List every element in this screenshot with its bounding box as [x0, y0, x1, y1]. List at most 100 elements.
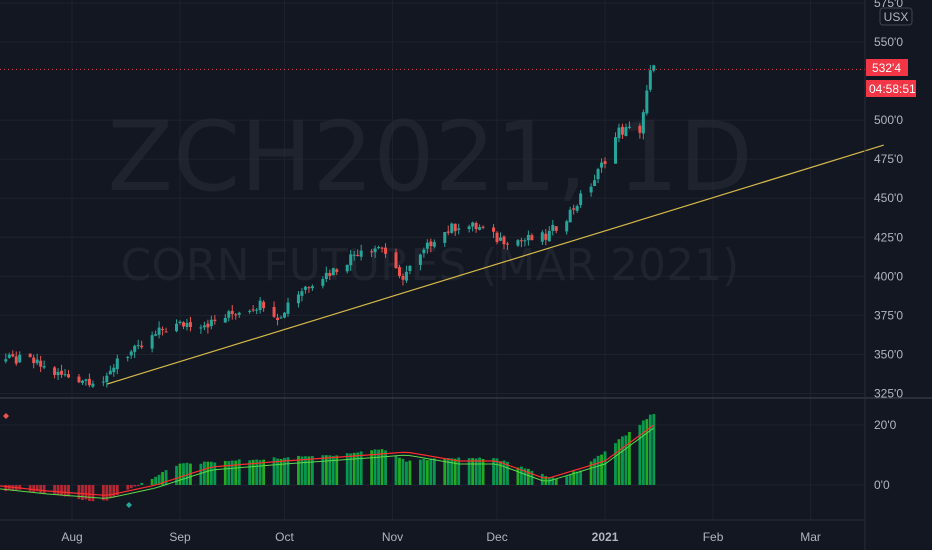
histogram-bar	[328, 455, 332, 485]
candles-layer	[4, 64, 656, 388]
candle-body	[648, 70, 652, 90]
price-axis[interactable]: 575'0 550'0 500'0 475'0 450'0 425'0 400'0 375'0…	[874, 0, 903, 401]
macd-line	[0, 427, 655, 499]
histogram-bar	[234, 460, 238, 485]
histogram-bar	[105, 485, 109, 501]
histogram-bar	[398, 457, 401, 485]
trendline-layer[interactable]	[106, 144, 884, 385]
candle-body	[505, 243, 509, 245]
candle-body	[579, 193, 583, 206]
candle-body	[547, 230, 551, 242]
currency-unit-label: USX	[884, 10, 909, 24]
histogram-bar	[206, 461, 210, 485]
indicator-tick-label: 0'0	[874, 478, 890, 492]
candle-body	[209, 319, 213, 327]
histogram-bar	[453, 458, 457, 485]
trendline[interactable]	[106, 144, 884, 385]
histogram-bar	[60, 485, 63, 496]
price-tick-label: 325'0	[874, 387, 903, 401]
candle-body	[356, 254, 360, 256]
histogram-bar	[321, 455, 325, 485]
candle-body	[237, 312, 241, 315]
candle-body	[87, 378, 91, 386]
time-axis[interactable]: Aug Sep Oct Nov Dec 2021 Feb Mar	[61, 530, 821, 544]
candle-body	[380, 247, 384, 249]
candle-body	[593, 180, 597, 187]
candle-body	[11, 354, 15, 357]
candle-body	[157, 327, 161, 335]
price-tick-label: 450'0	[874, 191, 903, 205]
price-tick-label: 400'0	[874, 269, 903, 283]
histogram-bar	[474, 458, 478, 485]
currency-unit-badge[interactable]: USX	[879, 7, 913, 26]
histogram-bar	[251, 459, 255, 485]
candle-body	[474, 223, 478, 230]
histogram-bar	[248, 460, 252, 485]
histogram-bar	[283, 457, 286, 485]
candle-body	[589, 186, 593, 193]
last-price-box	[866, 59, 908, 76]
histogram-bar	[380, 449, 384, 485]
histogram-bar	[624, 435, 628, 485]
candle-body	[397, 267, 401, 277]
candle-body	[67, 374, 71, 378]
candle-body	[126, 356, 130, 358]
candle-body	[32, 357, 36, 364]
histogram-bar	[202, 461, 206, 485]
candle-body	[526, 234, 530, 241]
histogram-bar	[324, 455, 328, 485]
candle-body	[115, 358, 119, 370]
histogram-bar	[467, 458, 471, 485]
histogram-bar	[394, 456, 398, 485]
histogram-bar	[42, 485, 46, 494]
candle-body	[373, 248, 377, 253]
histogram-bar	[520, 466, 523, 485]
candle-body	[161, 328, 165, 330]
candle-body	[303, 286, 307, 290]
candle-body	[370, 251, 374, 253]
candle-body	[408, 265, 412, 271]
histogram-bar	[551, 477, 555, 485]
histogram-bar	[35, 485, 39, 492]
histogram-bar	[209, 461, 213, 485]
histogram-bar	[356, 452, 360, 485]
histogram-bar	[150, 478, 154, 485]
histogram-bar	[304, 456, 307, 485]
candle-body	[175, 323, 179, 332]
candle-body	[652, 65, 656, 71]
histogram-bar	[286, 457, 290, 485]
histogram-bar	[136, 485, 140, 486]
histogram-bar	[11, 485, 15, 491]
candle-body	[181, 322, 185, 327]
price-tick-label: 500'0	[874, 113, 903, 127]
time-tick-label: Aug	[61, 530, 82, 544]
indicator-axis[interactable]: 20'0 0'0	[874, 418, 897, 492]
histogram-bar	[450, 458, 454, 485]
candle-body	[101, 381, 105, 383]
histogram-bar	[506, 461, 509, 485]
candle-body	[77, 376, 81, 383]
histogram-bar	[645, 419, 649, 485]
histogram-bar	[227, 461, 231, 485]
histogram-bar	[63, 485, 67, 497]
histogram-bar	[481, 458, 485, 485]
candle-body	[359, 250, 363, 257]
histogram-bar	[457, 457, 461, 485]
candle-body	[620, 126, 624, 135]
histogram-bar	[77, 485, 81, 500]
histogram-bar	[335, 455, 339, 485]
candle-body	[279, 317, 283, 319]
candle-body	[565, 221, 569, 232]
candle-body	[481, 226, 485, 228]
time-tick-label: Feb	[703, 530, 724, 544]
histogram-bar	[53, 485, 56, 494]
histogram-bar	[516, 467, 520, 485]
histogram-bar	[32, 485, 36, 493]
time-tick-label: Nov	[382, 530, 403, 544]
candle-body	[255, 309, 259, 311]
histogram-bar	[614, 443, 617, 485]
candle-body	[418, 254, 422, 265]
histogram-bar	[568, 474, 572, 485]
candle-body	[492, 227, 496, 232]
